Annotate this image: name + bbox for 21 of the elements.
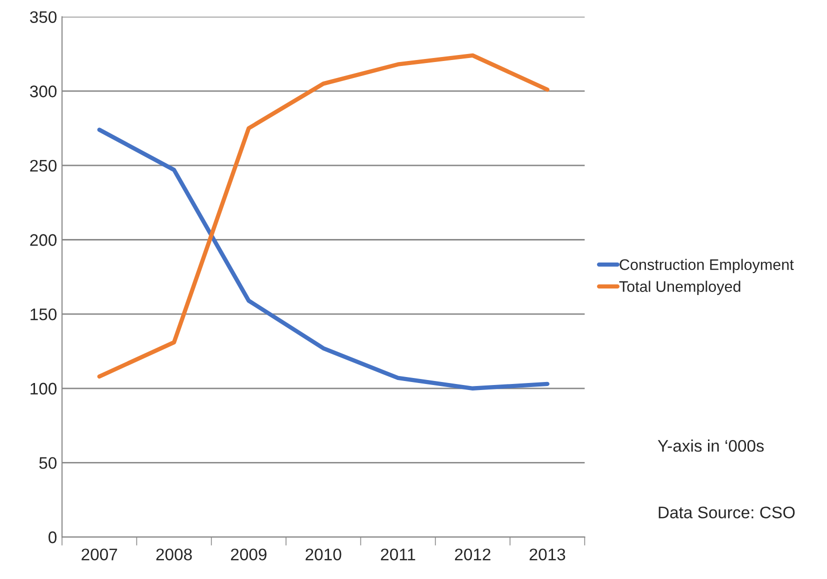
y-tick-label: 200 — [30, 234, 57, 246]
x-tick-label: 2010 — [306, 548, 342, 560]
y-tick-label: 50 — [39, 457, 57, 469]
y-tick-label: 350 — [30, 11, 57, 23]
legend-label: Construction Employment — [620, 258, 794, 274]
x-tick-label: 2013 — [530, 548, 566, 560]
x-tick-label: 2011 — [380, 548, 416, 560]
y-tick-label: 100 — [30, 382, 57, 395]
y-tick-label: 250 — [30, 160, 57, 172]
legend-label: Total Unemployed — [619, 280, 740, 295]
text: Y-axis in ‘000s — [658, 440, 764, 452]
x-tick-label: 2008 — [156, 548, 192, 560]
source-note: Data Source: CSO — [658, 506, 795, 518]
x-tick-label: 2007 — [82, 548, 118, 560]
y-tick-label: 300 — [30, 86, 57, 98]
y-tick-label: 0 — [48, 531, 57, 544]
x-tick-label: 2012 — [454, 548, 490, 560]
y-tick-label: 150 — [30, 308, 57, 320]
line-series — [97, 128, 550, 390]
x-tick-label: 2009 — [230, 548, 266, 560]
line-series — [97, 53, 550, 379]
